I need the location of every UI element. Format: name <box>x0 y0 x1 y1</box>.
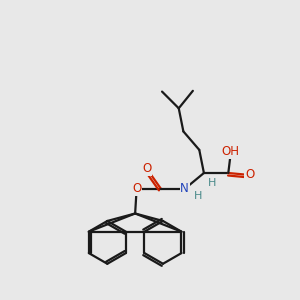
Text: N: N <box>180 182 189 195</box>
Text: H: H <box>194 191 202 201</box>
Text: O: O <box>142 162 152 176</box>
Text: O: O <box>245 168 254 181</box>
Text: OH: OH <box>222 146 240 158</box>
Text: H: H <box>208 178 216 188</box>
Text: O: O <box>132 182 141 195</box>
